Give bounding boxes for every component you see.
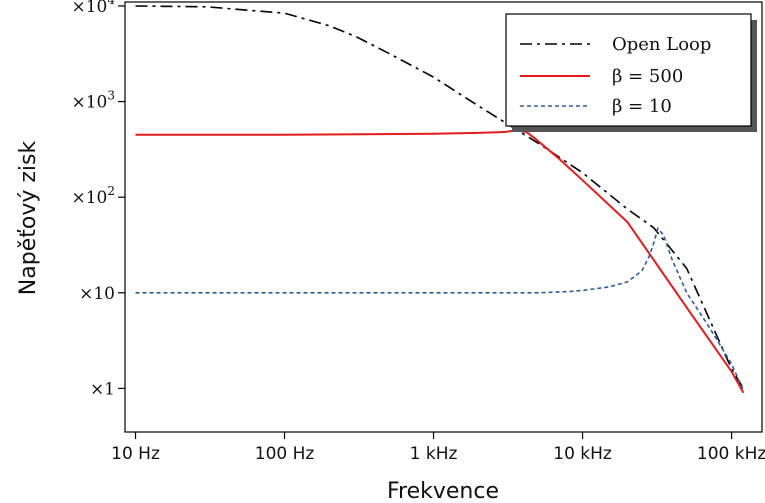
legend: Open Loop β = 500 β = 10 (505, 13, 757, 132)
x-tick-label-4: 100 kHz (697, 444, 765, 464)
y-tick-label-1: ×103 (71, 89, 115, 113)
x-tick-label-3: 10 kHz (553, 444, 612, 464)
legend-label-2: β = 10 (612, 96, 672, 117)
series-line-2 (135, 226, 745, 391)
y-tick-label-4: ×1 (90, 379, 115, 399)
legend-box (505, 13, 752, 127)
y-tick-label-3: ×10 (79, 284, 115, 304)
y-axis-label: Napěťový zisk (16, 141, 41, 296)
x-tick-label-1: 100 Hz (255, 444, 315, 464)
legend-label-1: β = 500 (612, 66, 683, 87)
legend-label-0: Open Loop (612, 34, 711, 55)
x-tick-label-2: 1 kHz (410, 444, 458, 464)
plot-area-frame (124, 1, 763, 433)
x-axis-label: Frekvence (387, 479, 499, 503)
series-line-1 (135, 129, 745, 394)
y-tick-label-2: ×102 (71, 184, 115, 208)
y-tick-label-0: ×104 (71, 0, 115, 17)
x-tick-label-0: 10 Hz (111, 444, 160, 464)
